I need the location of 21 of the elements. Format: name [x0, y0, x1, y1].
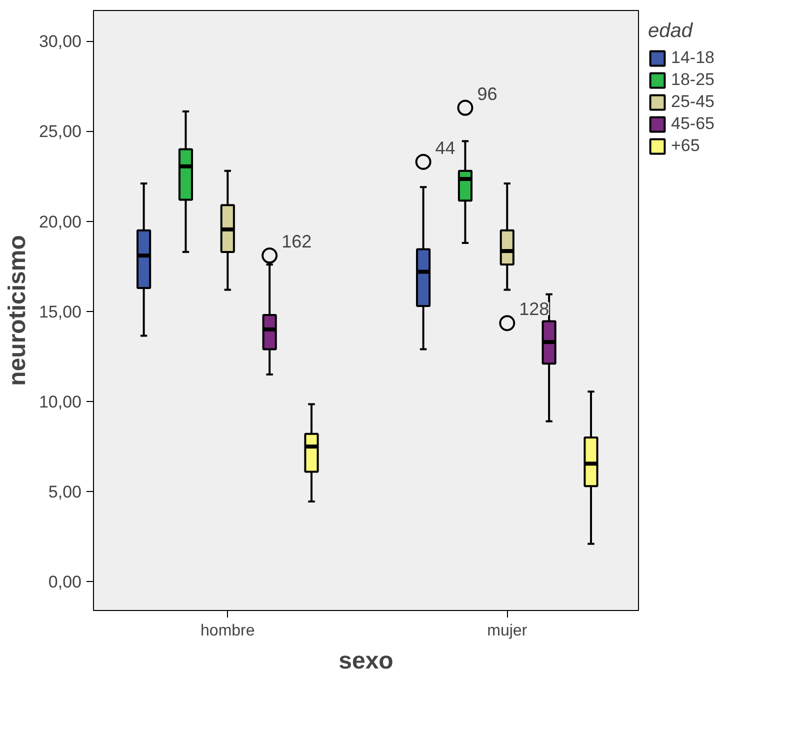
x-tick-label: hombre: [200, 622, 255, 640]
annotation: 96: [477, 84, 498, 104]
legend-label: 14-18: [671, 48, 714, 68]
y-axis-title: neuroticismo: [4, 235, 31, 386]
y-tick-label: 20,00: [38, 212, 82, 232]
legend-label: 45-65: [671, 114, 714, 134]
y-tick-label: 15,00: [38, 302, 82, 322]
legend-title: edad: [648, 20, 694, 43]
y-tick-label: 5,00: [48, 482, 82, 502]
x-tick-label: mujer: [487, 622, 528, 640]
annotation: 162: [282, 232, 312, 252]
y-tick-label: 25,00: [38, 122, 82, 142]
annotation: 128: [519, 299, 550, 320]
legend-label: 25-45: [671, 92, 714, 112]
annotation: 44: [435, 138, 456, 158]
x-axis-title: sexo: [338, 648, 394, 674]
legend-label: +65: [671, 136, 700, 156]
y-tick-label: 30,00: [38, 32, 82, 52]
y-tick-label: 10,00: [38, 392, 82, 412]
legend-label: 18-25: [671, 70, 714, 90]
y-tick-label: 0,00: [48, 572, 82, 592]
